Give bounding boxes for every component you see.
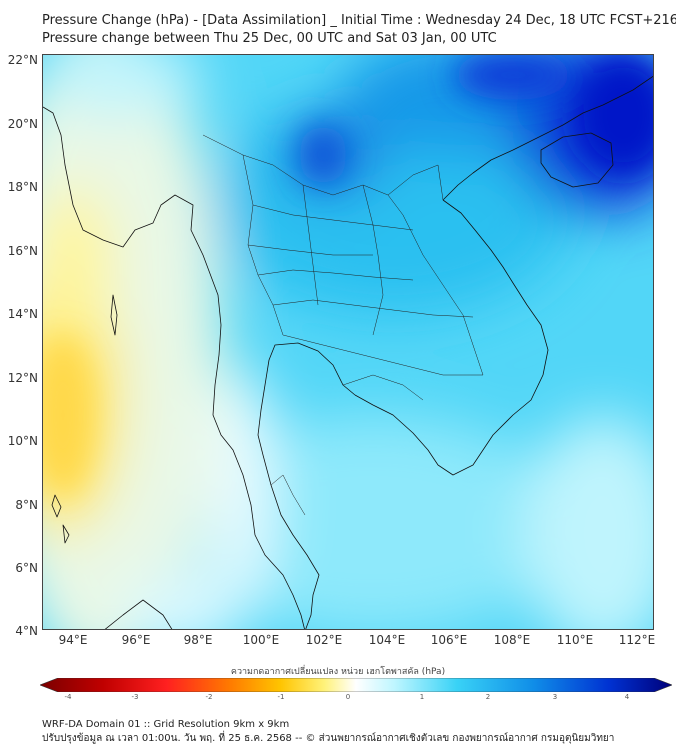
cbar-tick-0: 0 (345, 693, 351, 701)
figure-title: Pressure Change (hPa) - [Data Assimilati… (42, 12, 676, 48)
cbar-tick-m4: -4 (64, 693, 72, 701)
y-tick-14n: 14°N (7, 307, 38, 321)
y-tick-8n: 8°N (15, 498, 38, 512)
cbar-tick-3: 3 (552, 693, 558, 701)
x-tick-94e: 94°E (58, 633, 88, 647)
x-tick-98e: 98°E (183, 633, 213, 647)
cbar-tick-m2: -2 (205, 693, 213, 701)
x-tick-108e: 108°E (493, 633, 531, 647)
y-tick-4n: 4°N (15, 624, 38, 638)
footer-line-2: ปรับปรุงข้อมูล ณ เวลา 01:00น. วัน พฤ. ที… (42, 733, 615, 744)
y-tick-20n: 20°N (7, 117, 38, 131)
cbar-tick-2: 2 (485, 693, 491, 701)
colorbar (39, 677, 673, 693)
title-line-1: Pressure Change (hPa) - [Data Assimilati… (42, 13, 676, 28)
footer: WRF-DA Domain 01 :: Grid Resolution 9km … (42, 718, 614, 746)
x-tick-100e: 100°E (242, 633, 280, 647)
y-tick-16n: 16°N (7, 244, 38, 258)
y-tick-22n: 22°N (7, 53, 38, 67)
coastlines (43, 75, 653, 629)
y-tick-6n: 6°N (15, 561, 38, 575)
cbar-tick-4: 4 (624, 693, 630, 701)
pressure-change-map (42, 54, 654, 630)
x-tick-106e: 106°E (430, 633, 468, 647)
x-tick-102e: 102°E (305, 633, 343, 647)
field-cores (43, 55, 653, 495)
colorbar-svg (39, 677, 673, 693)
y-tick-12n: 12°N (7, 371, 38, 385)
y-tick-18n: 18°N (7, 180, 38, 194)
x-tick-96e: 96°E (121, 633, 151, 647)
y-tick-10n: 10°N (7, 434, 38, 448)
colorbar-label: ความกดอากาศเปลี่ยนแปลง หน่วย เฮกโตพาสคัล… (230, 667, 446, 677)
cbar-tick-m3: -3 (131, 693, 139, 701)
x-tick-112e: 112°E (618, 633, 656, 647)
map-canvas (43, 55, 653, 629)
cbar-tick-m1: -1 (277, 693, 285, 701)
x-tick-104e: 104°E (368, 633, 406, 647)
footer-line-1: WRF-DA Domain 01 :: Grid Resolution 9km … (42, 719, 290, 730)
cbar-tick-1: 1 (419, 693, 425, 701)
title-line-2: Pressure change between Thu 25 Dec, 00 U… (42, 31, 497, 46)
colorbar-bar (39, 677, 673, 693)
x-tick-110e: 110°E (556, 633, 594, 647)
field-gradients (43, 55, 653, 629)
admin-borders (202, 134, 484, 516)
